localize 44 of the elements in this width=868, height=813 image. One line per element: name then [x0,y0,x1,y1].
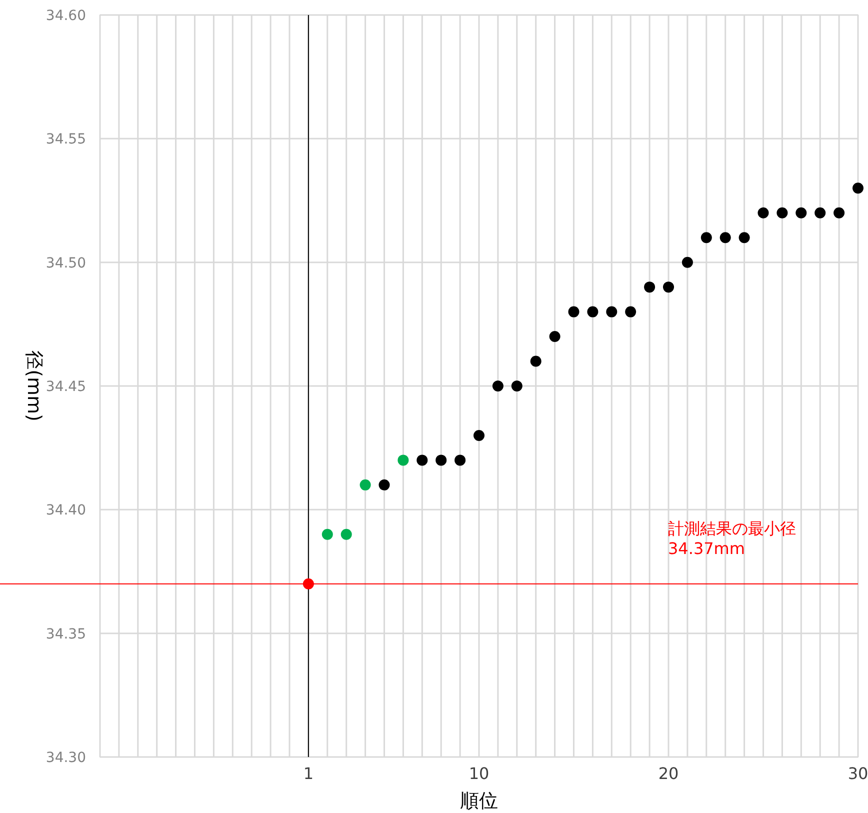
y-tick-label: 34.60 [46,8,86,24]
point [758,207,769,218]
x-axis-title: 順位 [460,790,498,812]
point [852,182,864,194]
point [530,356,542,367]
y-tick-label: 34.30 [46,750,86,766]
point [436,454,447,466]
point [378,479,390,490]
x-tick-label: 10 [468,764,490,783]
point [454,454,466,466]
y-tick-label: 34.45 [46,379,86,395]
x-tick-label: 20 [658,764,679,783]
point [322,528,333,540]
point [416,454,428,466]
point [834,207,845,218]
ref-line-label: 計測結果の最小径 34.37mm [668,518,796,558]
point [549,331,560,342]
point [663,282,674,293]
y-tick-label: 34.50 [46,255,86,272]
point [340,528,352,540]
y-tick-label: 34.35 [46,626,86,642]
y-tick-label: 34.55 [46,132,86,148]
point [644,282,656,293]
y-tick-label: 34.40 [46,502,86,519]
point [625,306,636,318]
point [492,380,504,392]
point [360,479,371,490]
point [796,207,807,218]
point [511,380,522,392]
point [302,578,314,590]
point [720,232,731,244]
point [398,454,409,466]
point [738,232,750,244]
point [587,306,598,318]
point [700,232,712,244]
point [568,306,580,318]
x-tick-label: 1 [303,764,314,783]
point [776,207,788,218]
y-axis-title: 径(mm) [23,350,45,422]
point [606,306,618,318]
point [474,430,484,441]
point [682,256,693,268]
x-tick-label: 30 [848,764,868,783]
point [814,207,826,218]
